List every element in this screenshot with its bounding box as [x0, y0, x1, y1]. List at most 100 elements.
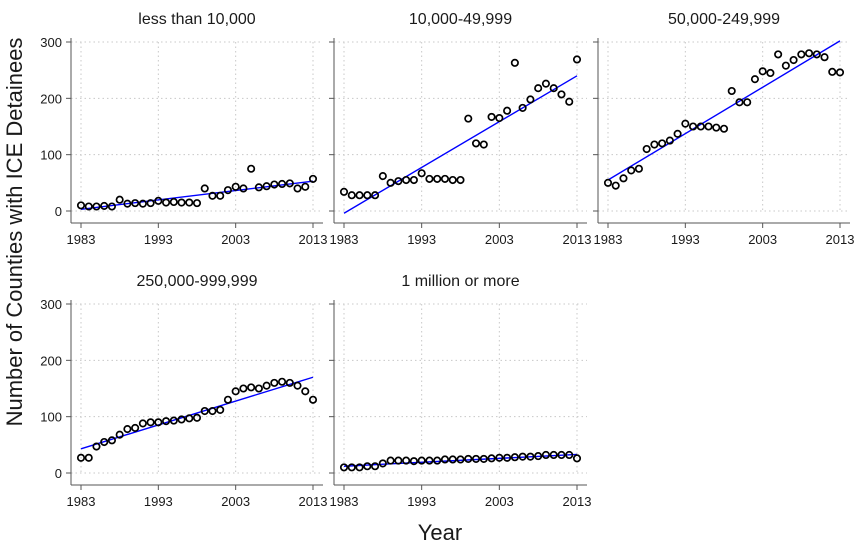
x-tick-label: 2003: [485, 232, 514, 247]
data-point: [154, 196, 163, 205]
data-point: [301, 182, 310, 191]
data-point: [526, 95, 535, 104]
data-point: [471, 454, 481, 463]
data-point: [487, 112, 496, 121]
x-tick-label: 2013: [563, 232, 592, 247]
data-point: [603, 178, 613, 187]
data-point: [162, 417, 171, 426]
data-point: [634, 164, 643, 173]
data-point: [138, 419, 147, 428]
data-point: [115, 195, 124, 204]
x-tick-label: 2013: [299, 232, 328, 247]
data-point: [378, 459, 387, 468]
x-tick-label: 1983: [67, 232, 96, 247]
data-point: [107, 202, 116, 211]
data-point: [285, 378, 294, 387]
data-point: [797, 50, 806, 59]
data-point: [735, 98, 744, 107]
data-point: [479, 454, 488, 463]
data-point: [464, 114, 473, 123]
data-point: [766, 68, 775, 78]
panel-title: 50,000-249,999: [668, 11, 780, 28]
data-point: [425, 174, 434, 183]
data-point: [433, 456, 442, 465]
data-point: [549, 450, 558, 460]
data-point: [123, 425, 132, 434]
data-point: [131, 199, 140, 208]
data-point: [371, 462, 380, 471]
data-point: [394, 177, 403, 186]
data-point: [541, 79, 550, 88]
data-point: [549, 84, 558, 93]
data-point: [417, 456, 426, 465]
data-point: [456, 175, 465, 185]
data-point: [270, 378, 279, 387]
data-point: [727, 86, 736, 96]
data-point: [642, 144, 651, 154]
data-point: [223, 186, 232, 195]
data-point: [239, 384, 248, 393]
data-point: [565, 450, 574, 460]
y-tick-label: 300: [40, 35, 62, 50]
data-point: [704, 122, 713, 131]
data-point: [402, 175, 411, 185]
data-point: [386, 178, 395, 187]
data-point: [409, 457, 418, 466]
panel-5: 1 million or more 1983 1993 2003 2013: [329, 273, 591, 509]
data-point: [518, 452, 527, 461]
data-point: [689, 122, 698, 131]
data-point: [658, 139, 667, 148]
data-point: [216, 405, 225, 414]
x-tick-label: 2013: [826, 232, 855, 247]
data-point: [247, 383, 256, 392]
data-point: [611, 181, 620, 190]
data-point: [673, 129, 682, 138]
data-point: [92, 442, 101, 451]
data-point: [557, 450, 566, 460]
data-point: [262, 381, 271, 390]
data-point: [308, 395, 318, 404]
data-point: [518, 103, 527, 112]
data-point: [76, 453, 86, 462]
data-point: [278, 377, 287, 386]
data-point: [758, 67, 767, 76]
x-tick-label: 2013: [563, 494, 592, 509]
data-point: [92, 202, 101, 211]
data-point: [301, 387, 310, 396]
data-point: [339, 187, 349, 196]
data-point: [254, 183, 263, 192]
data-point: [479, 140, 488, 149]
fit-line: [343, 453, 578, 467]
data-point: [278, 179, 287, 189]
data-point: [154, 418, 163, 427]
data-point: [169, 197, 178, 207]
panel-3: 50,000-249,999 1983 1993 2003 2013: [593, 11, 854, 247]
data-point: [503, 106, 512, 115]
data-point: [363, 191, 372, 200]
x-tick-label: 2003: [485, 494, 514, 509]
data-point: [448, 175, 457, 185]
data-point: [464, 454, 473, 463]
fit-line: [80, 180, 314, 211]
data-point: [347, 463, 356, 472]
data-point: [565, 97, 574, 106]
data-point: [774, 50, 783, 59]
panel-title: less than 10,000: [138, 11, 256, 28]
data-point: [84, 202, 93, 211]
data-point: [347, 191, 356, 200]
x-tick-label: 2003: [748, 232, 777, 247]
data-point: [835, 68, 845, 77]
panel-2: 10,000-49,999 1983 1993 2003 2013: [329, 11, 591, 247]
data-point: [363, 462, 372, 471]
x-tick-label: 2003: [221, 494, 250, 509]
data-point: [557, 90, 566, 99]
data-point: [665, 136, 674, 145]
data-point: [425, 456, 434, 465]
data-point: [247, 164, 256, 173]
data-point: [534, 84, 543, 93]
data-point: [208, 406, 217, 416]
data-point: [146, 418, 155, 427]
data-point: [107, 436, 116, 445]
data-point: [216, 191, 225, 200]
panel-4: 250,000-999,999 0 100 200 300 1983 1993 2003 201…: [40, 273, 327, 509]
